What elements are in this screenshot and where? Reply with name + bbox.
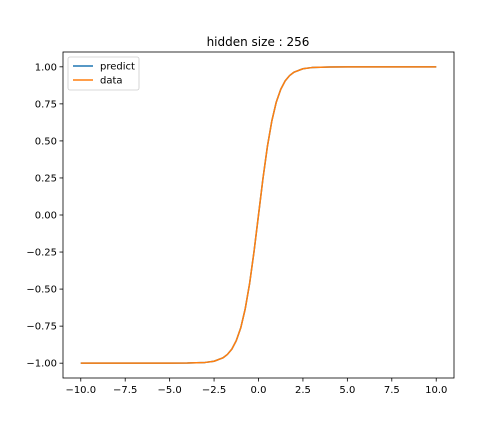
- y-tick-label: −1.00: [26, 359, 57, 370]
- x-tick-label: −2.5: [202, 385, 226, 396]
- x-tick-label: 5.0: [339, 385, 355, 396]
- x-tick-label: −5.0: [157, 385, 181, 396]
- y-tick-label: 1.00: [35, 62, 57, 73]
- y-tick-label: 0.00: [35, 211, 57, 222]
- y-tick-label: 0.75: [35, 99, 57, 110]
- x-tick-label: −10.0: [65, 385, 96, 396]
- series-layer: [80, 66, 437, 364]
- x-tick-label: −7.5: [113, 385, 137, 396]
- x-tick-label: 2.5: [295, 385, 311, 396]
- x-axis: −10.0 −7.5 −5.0 −2.5 0.0 2.5 5.0 7.5 10.0: [65, 378, 447, 396]
- x-tick-label: 7.5: [384, 385, 400, 396]
- x-tick-label: 10.0: [425, 385, 447, 396]
- y-tick-label: 0.50: [35, 136, 57, 147]
- y-tick-label: 0.25: [35, 173, 57, 184]
- y-tick-label: −0.50: [26, 285, 57, 296]
- legend-label-data: data: [100, 76, 123, 87]
- y-tick-label: −0.75: [26, 322, 57, 333]
- legend-label-predict: predict: [100, 62, 135, 73]
- y-axis: 1.00 0.75 0.50 0.25 0.00 −0.25 −0.50 −0.75 −1.00: [26, 62, 63, 370]
- legend: predict data: [67, 56, 140, 91]
- chart-title: hidden size : 256: [207, 35, 310, 49]
- y-tick-label: −0.25: [26, 248, 57, 259]
- series-line-data: [80, 66, 437, 364]
- x-tick-label: 0.0: [251, 385, 267, 396]
